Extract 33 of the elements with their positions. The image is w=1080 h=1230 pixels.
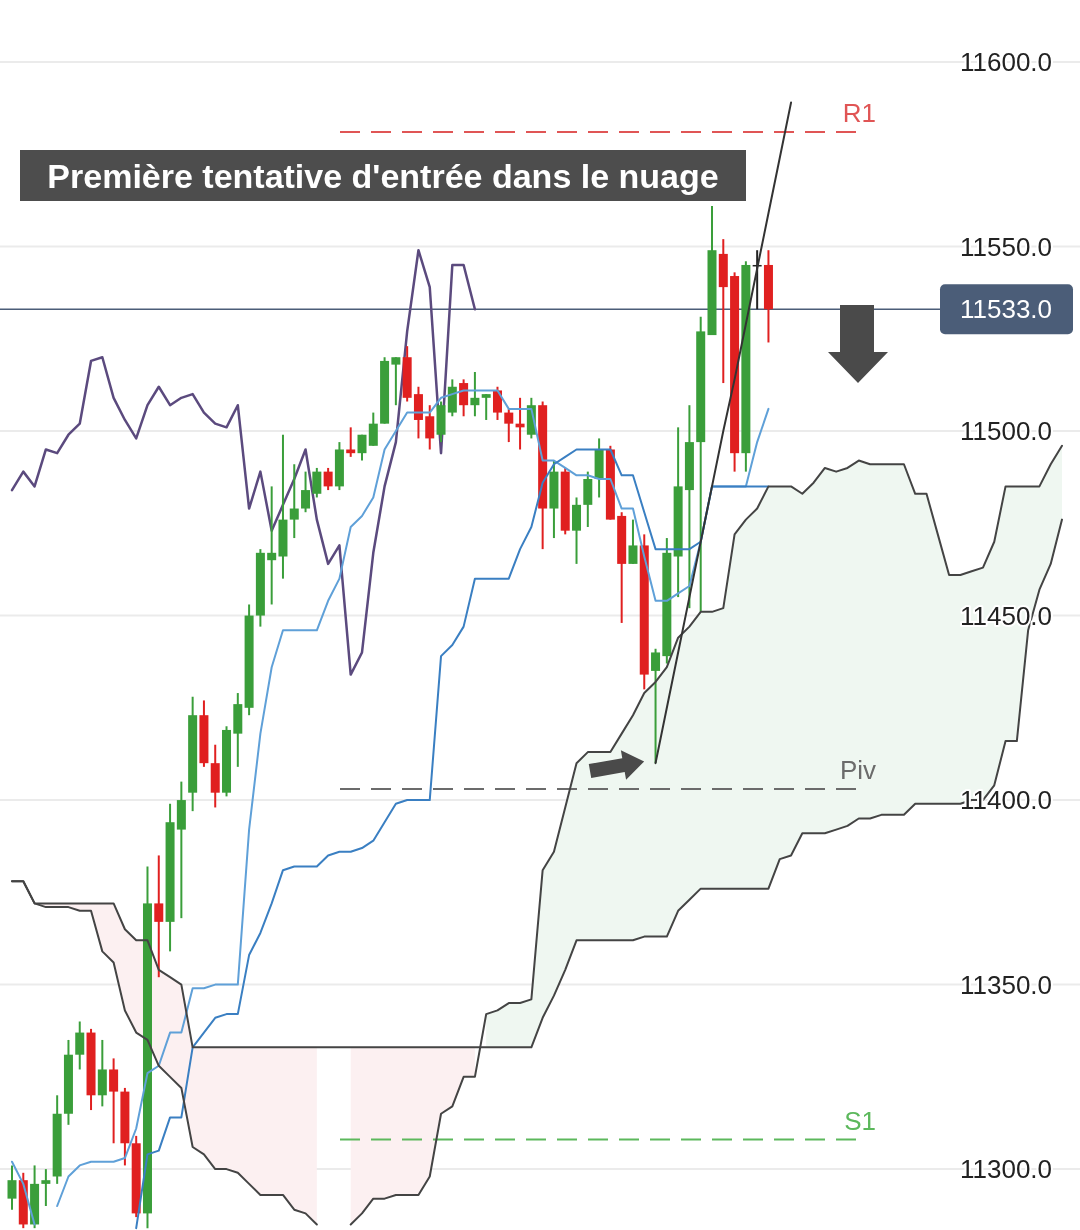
- candlestick: [301, 470, 311, 514]
- candlestick: [628, 518, 638, 565]
- ref-line-label: 11533.0: [959, 294, 1053, 325]
- candlestick: [7, 1164, 17, 1211]
- candlestick: [492, 385, 502, 421]
- annotation: Première tentative d'entrée dans le nuage: [47, 157, 719, 195]
- candlestick: [425, 404, 435, 451]
- candlestick: [391, 356, 401, 407]
- candlestick: [323, 466, 333, 492]
- candlestick: [41, 1168, 51, 1208]
- candlestick: [346, 426, 356, 458]
- y-tick-label: 11500.0: [959, 416, 1053, 447]
- y-tick-label: 11550.0: [959, 231, 1053, 262]
- ref-line-label: R1: [842, 98, 876, 129]
- candlestick: [289, 463, 299, 540]
- candlestick: [470, 370, 480, 418]
- y-tick-label: 11600.0: [959, 47, 1053, 77]
- candlestick: [75, 1020, 85, 1071]
- line-series: [135, 448, 770, 1230]
- candlestick: [312, 466, 322, 499]
- candlestick: [504, 407, 514, 444]
- y-tick-label: 11400.0: [959, 785, 1053, 816]
- candlestick: [267, 485, 277, 606]
- line-series: [10, 248, 477, 676]
- candlestick: [357, 433, 367, 462]
- candlestick: [368, 411, 378, 447]
- y-tick-label: 11300.0: [959, 1154, 1053, 1185]
- y-tick-label: 11350.0: [959, 969, 1053, 1000]
- ref-line-label: S1: [844, 1105, 876, 1136]
- candlestick: [109, 1057, 119, 1145]
- candlestick: [154, 854, 164, 979]
- ref-line-label: Piv: [839, 755, 876, 785]
- candlestick: [481, 393, 491, 421]
